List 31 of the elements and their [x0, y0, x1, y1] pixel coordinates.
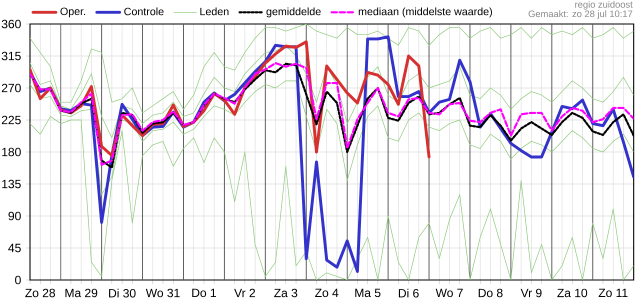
legend-label: gemiddelde	[266, 7, 321, 18]
x-tick-label: Zo 11	[598, 288, 628, 298]
x-tick-label: Za 10	[557, 288, 588, 298]
y-tick-label: 0	[15, 276, 21, 284]
y-tick-label: 270	[2, 84, 21, 92]
x-tick-label: Ma 29	[65, 288, 98, 298]
x-tick-label: Vr 9	[520, 288, 542, 298]
text: regio zuidoost	[575, 0, 633, 10]
y-tick-label: 90	[8, 212, 21, 220]
x-tick-label: Wo 7	[436, 288, 463, 298]
x-tick-label: Za 3	[274, 288, 298, 298]
x-tick-label: Zo 4	[315, 288, 338, 298]
y-tick-label: 45	[8, 244, 21, 252]
legend-label: Controle	[124, 7, 164, 16]
legend-label: Oper.	[60, 8, 86, 18]
y-tick-label: 315	[2, 52, 21, 60]
text: Gemaakt: zo 28 jul 10:17	[528, 10, 632, 19]
x-tick-label: Di 6	[398, 288, 419, 298]
legend-label: mediaan (middelste waarde)	[358, 7, 492, 18]
x-tick-label: Wo 31	[146, 288, 180, 298]
x-tick-label: Zo 28	[25, 288, 56, 298]
x-tick-label: Do 8	[478, 288, 503, 298]
x-tick-label: Di 30	[109, 288, 136, 298]
x-tick-label: Do 1	[192, 288, 216, 298]
y-tick-label: 180	[2, 148, 21, 156]
y-tick-label: 135	[2, 180, 21, 188]
legend-label: Leden	[200, 7, 228, 16]
x-tick-label: Vr 2	[234, 288, 256, 298]
x-tick-label: Ma 5	[355, 288, 380, 298]
y-tick-label: 360	[2, 20, 21, 28]
y-tick-label: 225	[2, 116, 21, 124]
